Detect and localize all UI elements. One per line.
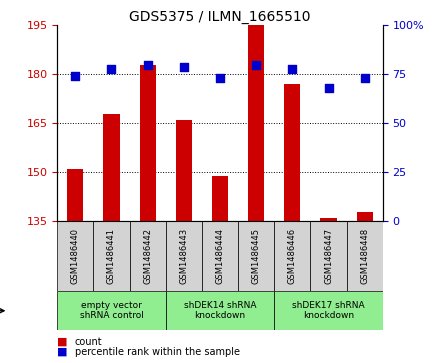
Bar — [202, 221, 238, 291]
Bar — [212, 176, 228, 221]
Bar — [139, 65, 156, 221]
Text: GSM1486446: GSM1486446 — [288, 228, 297, 284]
Bar — [57, 221, 93, 291]
Point — [72, 73, 79, 79]
Point — [289, 66, 296, 72]
Text: GSM1486441: GSM1486441 — [107, 228, 116, 284]
Point — [180, 64, 187, 69]
Bar — [347, 221, 383, 291]
Bar — [248, 25, 264, 221]
Bar — [311, 221, 347, 291]
Text: shDEK17 shRNA
knockdown: shDEK17 shRNA knockdown — [292, 301, 365, 321]
Text: GSM1486440: GSM1486440 — [71, 228, 80, 284]
Text: GSM1486442: GSM1486442 — [143, 228, 152, 284]
Text: GSM1486445: GSM1486445 — [252, 228, 260, 284]
Point — [325, 85, 332, 91]
Text: count: count — [75, 337, 103, 347]
Bar — [274, 291, 383, 330]
Text: percentile rank within the sample: percentile rank within the sample — [75, 347, 240, 357]
Bar — [67, 169, 84, 221]
Point — [253, 62, 260, 68]
Point — [144, 62, 151, 68]
Text: ■: ■ — [57, 337, 68, 347]
Bar — [274, 221, 311, 291]
Bar — [356, 212, 373, 221]
Text: GSM1486447: GSM1486447 — [324, 228, 333, 284]
Title: GDS5375 / ILMN_1665510: GDS5375 / ILMN_1665510 — [129, 11, 311, 24]
Bar — [57, 291, 166, 330]
Text: empty vector
shRNA control: empty vector shRNA control — [80, 301, 143, 321]
Bar — [238, 221, 274, 291]
Bar — [93, 221, 129, 291]
Text: GSM1486448: GSM1486448 — [360, 228, 369, 284]
Bar — [129, 221, 166, 291]
Point — [361, 76, 368, 81]
Text: GSM1486444: GSM1486444 — [216, 228, 224, 284]
Bar — [166, 291, 274, 330]
Point — [216, 76, 224, 81]
Bar — [166, 221, 202, 291]
Bar — [320, 218, 337, 221]
Point — [108, 66, 115, 72]
Text: ■: ■ — [57, 347, 68, 357]
Bar — [103, 114, 120, 221]
Text: GSM1486443: GSM1486443 — [180, 228, 188, 284]
Bar — [176, 120, 192, 221]
Bar — [284, 84, 301, 221]
Text: shDEK14 shRNA
knockdown: shDEK14 shRNA knockdown — [184, 301, 256, 321]
